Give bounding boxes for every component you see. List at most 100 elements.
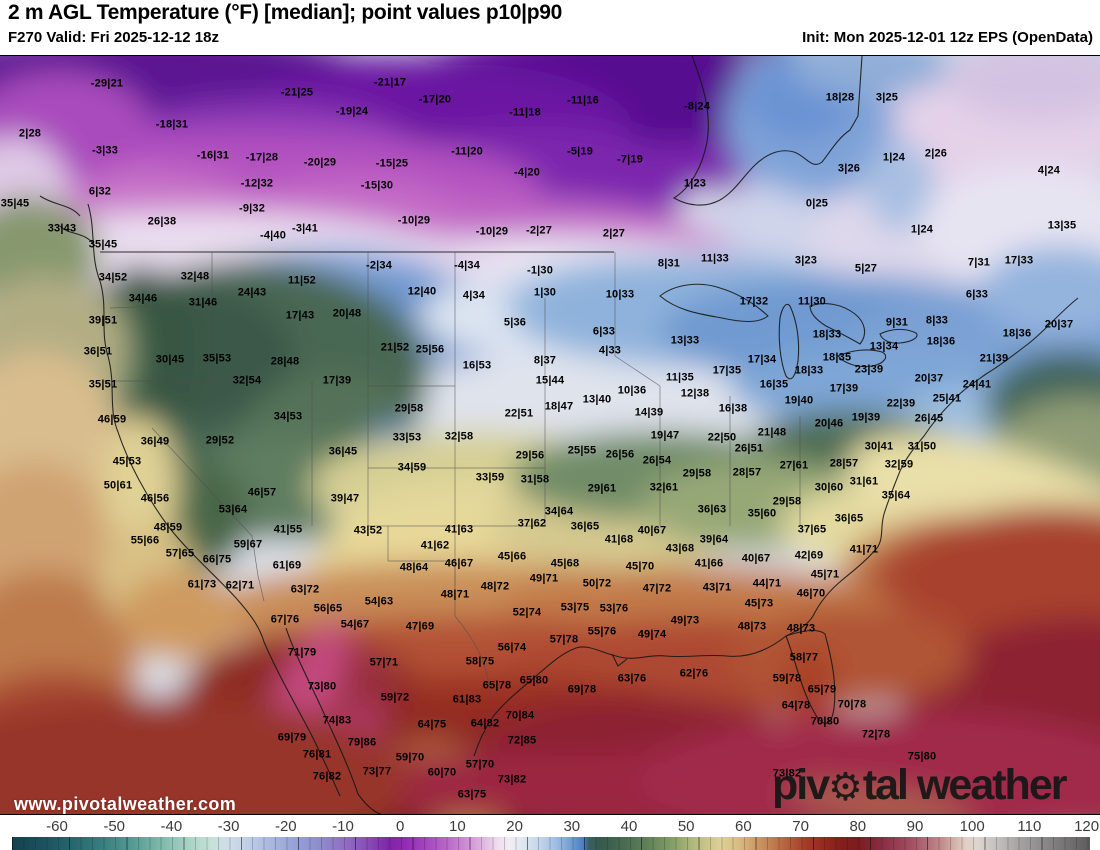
station-value: 24|41 (962, 378, 992, 391)
station-value: -20|29 (303, 156, 337, 169)
station-value: 32|48 (180, 270, 210, 283)
station-value: 48|73 (737, 620, 767, 633)
station-value: 9|31 (885, 316, 909, 329)
station-value: 19|47 (650, 429, 680, 442)
page-title: 2 m AGL Temperature (°F) [median]; point… (8, 1, 562, 24)
station-value: 45|68 (550, 557, 580, 570)
station-value: 41|63 (444, 523, 474, 536)
station-value: 29|56 (515, 449, 545, 462)
station-value: 35|60 (747, 507, 777, 520)
station-value: 2|26 (924, 147, 948, 160)
station-value: 39|51 (88, 314, 118, 327)
station-value: 57|71 (369, 656, 399, 669)
colorbar-legend: -60 -50 -40 -30 -20 -10 0 10 20 30 40 50 60 70 80 90 100… (0, 816, 1100, 850)
station-value: -21|25 (280, 86, 314, 99)
station-value: 28|57 (829, 457, 859, 470)
station-value: 31|58 (520, 473, 550, 486)
station-value: 66|75 (202, 553, 232, 566)
station-value: 49|71 (529, 572, 559, 585)
station-value: 6|33 (592, 325, 616, 338)
station-value: -15|30 (360, 179, 394, 192)
station-value: 3|26 (837, 162, 861, 175)
station-value: 15|44 (535, 374, 565, 387)
station-value: 57|78 (549, 633, 579, 646)
station-value: 2|27 (602, 227, 626, 240)
station-value: -5|19 (566, 145, 594, 158)
colorbar-tick-label: -50 (103, 818, 126, 835)
station-value: 4|34 (462, 289, 486, 302)
station-value: 67|76 (270, 613, 300, 626)
station-value: 62|76 (679, 667, 709, 680)
station-value: 70|84 (505, 709, 535, 722)
station-value: 58|75 (465, 655, 495, 668)
map-canvas: -29|21 -21|25 -19|24 2|28 -18|31 -3|33 -16|31 -… (0, 55, 1100, 815)
station-value: 43|52 (353, 524, 383, 537)
station-value: 22|39 (886, 397, 916, 410)
station-value: 8|31 (657, 257, 681, 270)
station-value: 73|82 (772, 767, 802, 780)
station-value: 18|33 (812, 328, 842, 341)
station-value: 46|56 (140, 492, 170, 505)
station-value: 45|73 (744, 597, 774, 610)
station-value: 46|59 (97, 413, 127, 426)
station-value: 3|23 (794, 254, 818, 267)
station-value: 54|67 (340, 618, 370, 631)
station-value: 43|71 (702, 581, 732, 594)
station-value: 42|69 (794, 549, 824, 562)
colorbar-tick-label: 40 (620, 818, 638, 835)
station-value: -29|21 (90, 77, 124, 90)
station-value: 29|52 (205, 434, 235, 447)
station-value: -19|24 (335, 105, 369, 118)
station-value: 73|82 (497, 773, 527, 786)
station-value: 41|71 (849, 543, 879, 556)
station-value: 17|35 (712, 364, 742, 377)
station-value: -11|18 (509, 106, 541, 119)
station-value: -11|16 (567, 94, 599, 107)
station-value: -17|28 (245, 151, 279, 164)
station-value: 45|53 (112, 455, 142, 468)
station-value: 52|74 (512, 606, 542, 619)
station-value: 31|46 (188, 296, 218, 309)
station-value: 10|33 (605, 288, 635, 301)
station-value: 70|80 (810, 715, 840, 728)
station-value: 76|81 (302, 748, 332, 761)
station-value: 59|70 (395, 751, 425, 764)
station-value: 32|59 (884, 458, 914, 471)
station-value: 12|40 (407, 285, 437, 298)
station-value: 27|61 (779, 459, 809, 472)
station-value: -11|20 (451, 145, 483, 158)
station-value: 48|72 (480, 580, 510, 593)
station-value: 65|78 (482, 679, 512, 692)
station-value: 37|65 (797, 523, 827, 536)
station-value: 17|34 (747, 353, 777, 366)
station-value: -16|31 (196, 149, 230, 162)
station-value: -3|41 (291, 222, 319, 235)
station-value: 64|82 (470, 717, 500, 730)
station-value: 74|83 (322, 714, 352, 727)
station-value: 25|41 (932, 392, 962, 405)
station-value: 41|68 (604, 533, 634, 546)
station-value: 23|39 (854, 363, 884, 376)
station-value: 17|39 (829, 382, 859, 395)
station-value: 55|66 (130, 534, 160, 547)
station-value: 17|43 (285, 309, 315, 322)
station-value: 47|69 (405, 620, 435, 633)
station-value: 20|37 (914, 372, 944, 385)
station-value: 65|79 (807, 683, 837, 696)
station-value: 18|47 (544, 400, 574, 413)
station-value: 36|65 (834, 512, 864, 525)
station-value: 63|75 (457, 788, 487, 801)
station-value: 39|47 (330, 492, 360, 505)
station-value: 8|33 (925, 314, 949, 327)
station-value: 41|55 (273, 523, 303, 536)
station-value: 45|71 (810, 568, 840, 581)
station-value: 16|38 (718, 402, 748, 415)
station-value: 48|73 (786, 622, 816, 635)
station-value: 46|57 (247, 486, 277, 499)
station-value: 48|71 (440, 588, 470, 601)
station-value: 49|74 (637, 628, 667, 641)
station-value: 48|64 (399, 561, 429, 574)
station-value: 58|77 (789, 651, 819, 664)
station-value: 50|72 (582, 577, 612, 590)
station-value: 21|52 (380, 341, 410, 354)
